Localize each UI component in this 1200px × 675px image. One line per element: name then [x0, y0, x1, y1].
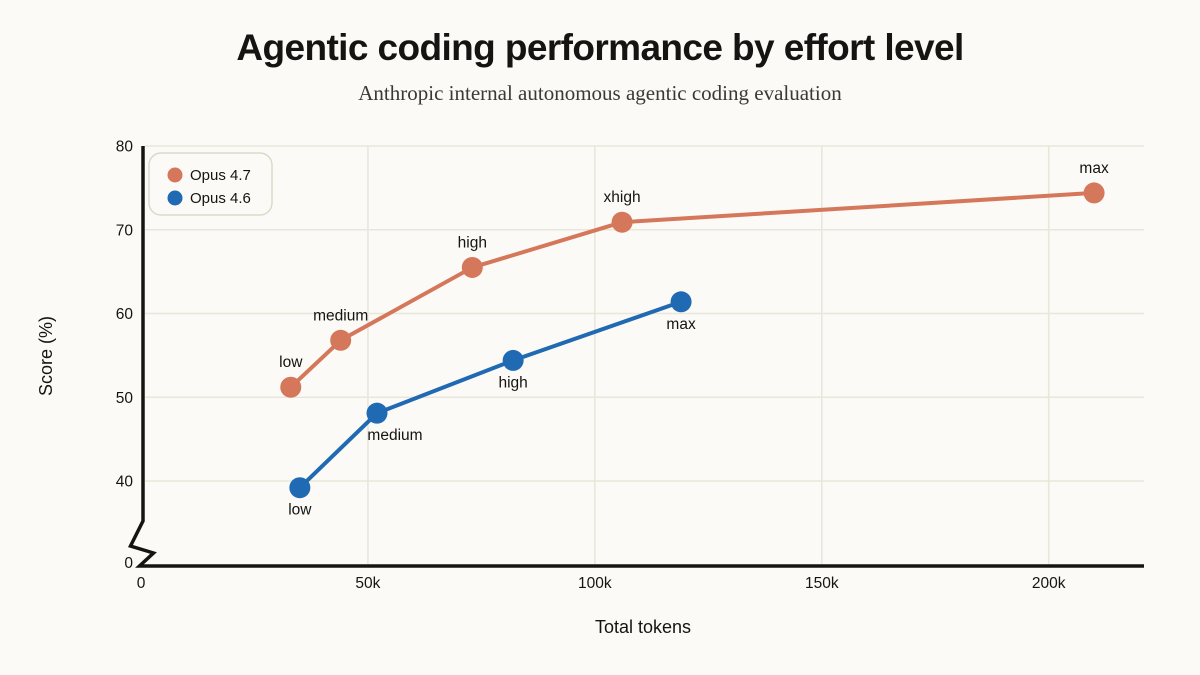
x-tick-label: 200k: [1032, 575, 1066, 592]
data-point: [1083, 182, 1105, 204]
data-point-label: max: [1079, 160, 1109, 177]
series-line-opus-4-6: [297, 299, 684, 490]
data-point-label: high: [458, 234, 487, 251]
y-axis-title: Score (%): [36, 316, 56, 396]
series-layer: [280, 182, 1105, 499]
data-point-label: high: [498, 374, 527, 391]
x-axis-title: Total tokens: [595, 617, 691, 637]
x-tick-label: 50k: [355, 575, 380, 592]
chart-subtitle: Anthropic internal autonomous agentic co…: [358, 81, 842, 105]
x-tick-label: 0: [137, 575, 146, 592]
y-tick-label: 60: [116, 306, 134, 323]
x-tick-label: 100k: [578, 575, 612, 592]
legend-label-opus-4-6: Opus 4.6: [190, 190, 251, 207]
data-point: [280, 376, 302, 398]
legend: Opus 4.7 Opus 4.6: [148, 152, 273, 216]
y-tick-label: 70: [116, 222, 134, 239]
data-point: [330, 329, 352, 351]
y-tick-label: 80: [116, 139, 134, 156]
data-point: [289, 477, 311, 499]
y-tick-label: 0: [124, 555, 133, 572]
data-point: [502, 349, 524, 371]
legend-marker-opus-4-7-icon: [167, 167, 183, 183]
chart-title: Agentic coding performance by effort lev…: [236, 27, 964, 68]
legend-label-opus-4-7: Opus 4.7: [190, 167, 251, 184]
axis-lines-with-break: [128, 146, 1144, 568]
legend-marker-opus-4-6-icon: [167, 190, 183, 206]
data-point-label: medium: [367, 427, 422, 444]
data-point-label: low: [279, 354, 303, 371]
data-point-label: xhigh: [604, 189, 641, 206]
data-point-label: low: [288, 502, 312, 519]
data-point: [611, 211, 633, 233]
y-tick-label: 40: [116, 474, 134, 491]
y-tick-label: 50: [116, 390, 134, 407]
data-point-label: medium: [313, 307, 368, 324]
series-line-opus-4-7: [288, 190, 1097, 390]
data-point: [670, 291, 692, 313]
point-labels: low medium high xhigh max low medium high max: [279, 160, 1109, 519]
data-point: [366, 402, 388, 424]
data-point-label: max: [666, 316, 696, 333]
data-point: [461, 256, 483, 278]
x-tick-label: 150k: [805, 575, 839, 592]
tick-labels: 0 50k 100k 150k 200k 80 70 60 50 40 0: [116, 139, 1066, 593]
